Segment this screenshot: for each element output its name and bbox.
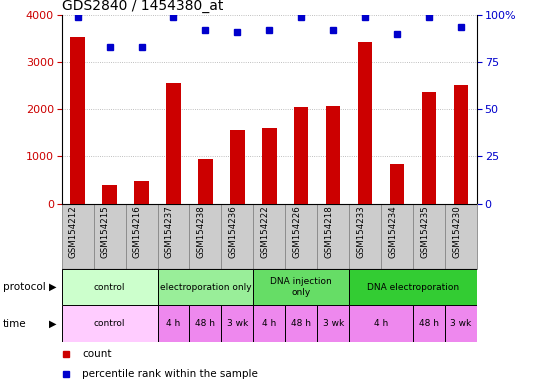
Bar (294, 107, 309, 204)
Text: GSM154230: GSM154230 (452, 205, 461, 258)
Bar (445, 204, 477, 269)
Text: percentile rank within the sample: percentile rank within the sample (83, 369, 258, 379)
Bar (254, 305, 285, 342)
Text: time: time (3, 318, 26, 329)
Bar (390, 164, 404, 204)
Bar (445, 305, 477, 342)
Bar (454, 84, 468, 204)
Text: count: count (83, 349, 112, 359)
Bar (135, 181, 148, 204)
Bar (285, 204, 317, 269)
Text: GSM154237: GSM154237 (165, 205, 174, 258)
Bar (158, 204, 189, 269)
Bar (230, 130, 244, 204)
Text: DNA injection
only: DNA injection only (271, 277, 332, 297)
Bar (317, 204, 349, 269)
Text: GSM154216: GSM154216 (132, 205, 142, 258)
Bar (254, 269, 349, 305)
Text: 48 h: 48 h (419, 319, 439, 328)
Text: GSM154238: GSM154238 (196, 205, 205, 258)
Bar (62, 305, 158, 342)
Bar (189, 204, 221, 269)
Bar (381, 204, 413, 269)
Text: 4 h: 4 h (262, 319, 277, 328)
Text: 3 wk: 3 wk (227, 319, 248, 328)
Bar (317, 305, 349, 342)
Bar (221, 305, 254, 342)
Bar (413, 204, 445, 269)
Text: DNA electroporation: DNA electroporation (367, 283, 459, 291)
Bar (413, 305, 445, 342)
Bar (125, 204, 158, 269)
Text: 4 h: 4 h (374, 319, 388, 328)
Bar (158, 269, 254, 305)
Bar (358, 42, 373, 204)
Bar (221, 204, 254, 269)
Bar (158, 305, 189, 342)
Bar (62, 204, 94, 269)
Text: 3 wk: 3 wk (323, 319, 344, 328)
Bar (102, 185, 117, 204)
Text: control: control (94, 283, 125, 291)
Text: GSM154234: GSM154234 (388, 205, 397, 258)
Text: GSM154212: GSM154212 (69, 205, 78, 258)
Text: 48 h: 48 h (196, 319, 215, 328)
Text: GSM154233: GSM154233 (356, 205, 365, 258)
Text: 3 wk: 3 wk (450, 319, 472, 328)
Bar (349, 305, 413, 342)
Text: 48 h: 48 h (291, 319, 311, 328)
Bar (262, 128, 277, 204)
Bar (349, 269, 477, 305)
Text: GSM154236: GSM154236 (228, 205, 237, 258)
Bar (326, 106, 340, 204)
Bar (198, 159, 213, 204)
Bar (166, 83, 181, 204)
Bar (285, 305, 317, 342)
Bar (94, 204, 125, 269)
Text: control: control (94, 319, 125, 328)
Text: GSM154235: GSM154235 (420, 205, 429, 258)
Bar (189, 305, 221, 342)
Text: ▶: ▶ (49, 318, 56, 329)
Text: 4 h: 4 h (166, 319, 181, 328)
Bar (62, 269, 158, 305)
Text: GSM154218: GSM154218 (324, 205, 333, 258)
Bar (349, 204, 381, 269)
Text: GSM154226: GSM154226 (292, 205, 301, 258)
Bar (422, 91, 436, 204)
Text: GSM154222: GSM154222 (260, 205, 270, 258)
Text: GSM154215: GSM154215 (101, 205, 109, 258)
Text: protocol: protocol (3, 282, 46, 292)
Text: GDS2840 / 1454380_at: GDS2840 / 1454380_at (62, 0, 223, 13)
Text: ▶: ▶ (49, 282, 56, 292)
Bar (254, 204, 285, 269)
Text: electroporation only: electroporation only (160, 283, 251, 291)
Bar (70, 36, 85, 204)
